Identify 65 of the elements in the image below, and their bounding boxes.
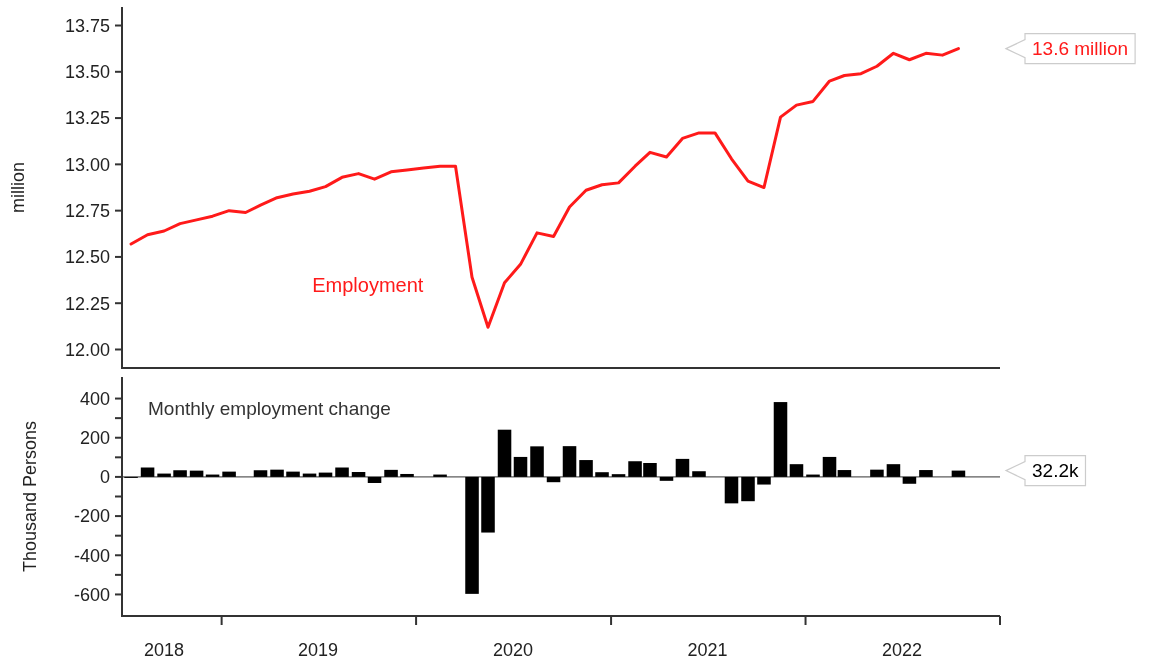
- bar: [530, 446, 544, 477]
- bar: [789, 464, 804, 477]
- x-tick-label: 2021: [687, 640, 728, 660]
- bar: [837, 470, 852, 477]
- y-tick-label: 12.25: [64, 293, 110, 314]
- bar: [497, 429, 512, 477]
- bar: [189, 470, 204, 477]
- y-tick-label: 13.00: [64, 154, 110, 175]
- bar: [465, 476, 479, 594]
- y-tick-label: 200: [79, 428, 110, 449]
- bar: [659, 476, 674, 481]
- text: Employment: [312, 274, 424, 297]
- x-tick-label: 2022: [881, 640, 922, 660]
- bar: [611, 474, 626, 477]
- y-tick-label: 12.00: [64, 339, 110, 360]
- bar: [886, 464, 901, 477]
- bar: [140, 467, 155, 477]
- y-tick-label: 0: [99, 467, 110, 488]
- bar: [675, 458, 690, 477]
- x-tick-label: 2020: [493, 640, 534, 660]
- bar: [562, 446, 577, 477]
- bar: [773, 402, 788, 477]
- bar: [222, 471, 236, 477]
- y-tick-label: 13.75: [64, 15, 110, 36]
- bar: [481, 476, 495, 533]
- bar: [692, 471, 706, 477]
- bar: [870, 469, 884, 477]
- bar: [384, 469, 398, 477]
- bar: [351, 472, 366, 477]
- bar: [595, 472, 609, 477]
- y-tick-label: -400: [73, 545, 110, 566]
- y-tick-label: 12.50: [64, 247, 110, 268]
- bar: [335, 467, 349, 477]
- bar: [546, 476, 561, 483]
- x-tick-label: 2019: [298, 640, 339, 660]
- y-axis-title: Thousand Persons: [20, 420, 40, 573]
- y-axis-title: million: [8, 161, 28, 214]
- bar: [173, 470, 187, 477]
- bar: [822, 456, 837, 477]
- bar: [724, 476, 739, 504]
- callout-box: 32.2k: [1004, 455, 1087, 487]
- y-tick-label: -200: [73, 506, 110, 527]
- bar: [741, 476, 755, 502]
- bar: [286, 471, 300, 477]
- bar: [367, 476, 382, 483]
- y-tick-label: -600: [73, 584, 110, 605]
- bar: [270, 469, 284, 477]
- bar: [579, 460, 593, 477]
- y-tick-label: 13.50: [64, 62, 110, 83]
- bar: [513, 456, 528, 477]
- bar: [157, 473, 171, 477]
- bar: [757, 476, 771, 485]
- line-series: [129, 47, 960, 329]
- callout-box: 13.6 million: [1004, 33, 1136, 65]
- y-tick-label: 400: [79, 388, 110, 409]
- bar: [400, 473, 414, 477]
- bar: [253, 470, 268, 477]
- text: Monthly employment change: [148, 398, 391, 419]
- bar: [919, 470, 933, 477]
- bar: [951, 470, 966, 477]
- x-tick-label: 2018: [144, 640, 185, 660]
- y-tick-label: 13.25: [64, 108, 110, 129]
- bar: [902, 476, 917, 484]
- bar: [318, 472, 333, 477]
- y-tick-label: 12.75: [64, 200, 110, 221]
